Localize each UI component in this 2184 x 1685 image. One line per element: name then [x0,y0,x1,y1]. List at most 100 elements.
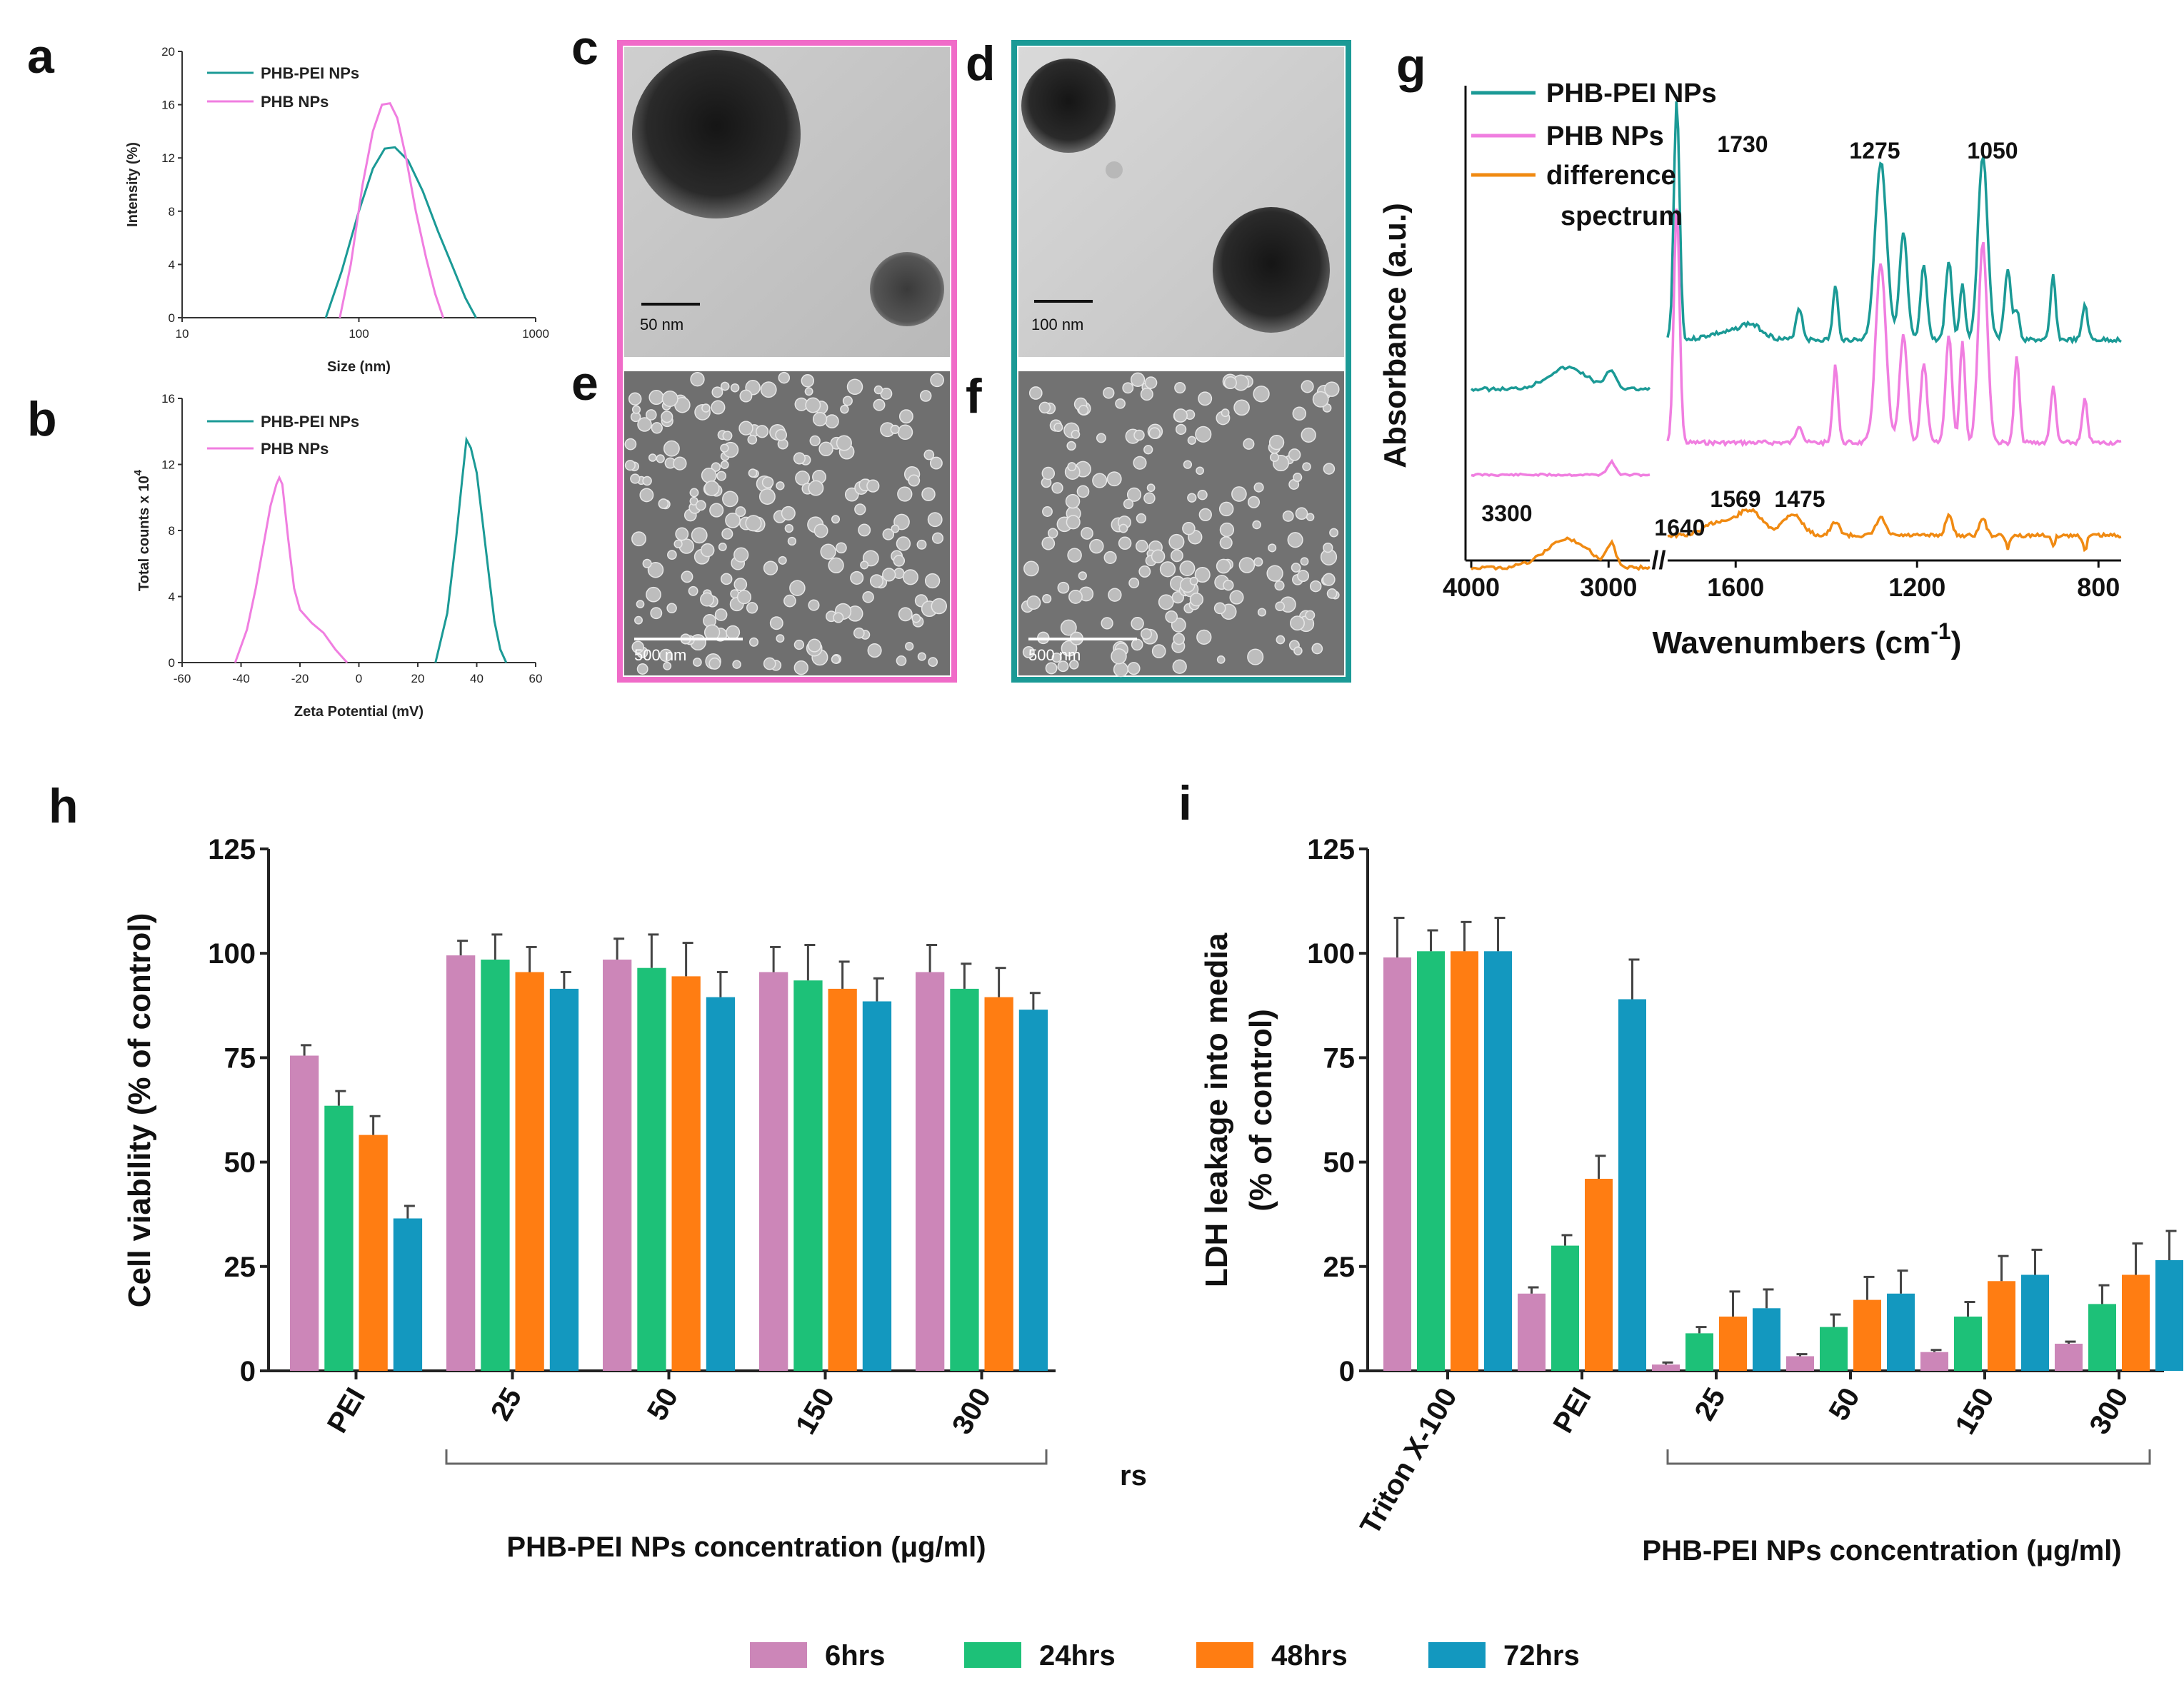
sem-particle [1247,648,1264,665]
i-y-axis-title-line1: LDH leakage into media [1199,932,1234,1287]
sem-particle [1023,560,1039,577]
g-peak-label: 1640 [1654,515,1705,540]
sem-particle [1057,660,1069,673]
sem-particle [722,431,733,441]
sem-particle [828,557,844,573]
b-y-tick-label: 0 [169,656,175,670]
sem-particle [818,441,833,457]
sem-particle [929,456,943,470]
sem-particle [812,411,828,427]
sem-particle [1131,638,1143,651]
g-peak-label: 1730 [1717,131,1768,157]
sem-particle [1197,490,1208,501]
bar-48hrs [671,976,701,1371]
bar-24hrs [2088,1304,2116,1371]
x-tick-label: 300 [946,1383,997,1440]
sem-particle [776,634,785,643]
nanoparticle-small-c [870,252,944,326]
x-tick-label: 150 [790,1383,841,1440]
sem-particle [1297,570,1310,583]
sem-particle [651,422,663,434]
sem-particle [1187,436,1196,445]
g-x-tick-label: 3000 [1580,573,1637,602]
sem-particle [688,585,698,596]
sem-particle [1274,580,1285,591]
bar-48hrs [828,988,857,1371]
sem-particle [795,471,811,486]
bar-48hrs [984,997,1013,1371]
x-tick-label: 25 [1688,1383,1731,1427]
sem-particle [1051,482,1063,494]
sem-particle [763,657,776,670]
sem-particle [805,397,821,413]
bar-72hrs [1618,999,1646,1371]
sem-particle [695,500,706,511]
sem-particle [736,590,752,605]
sem-particle [659,648,673,663]
b-x-tick-label: 60 [529,672,543,685]
y-tick-label: 25 [1323,1252,1356,1283]
g-x-axis-title: Wavenumbers (cm-1) [1653,618,1962,660]
sem-particle [1106,471,1122,487]
sem-particle [775,428,788,441]
b-x-tick-label: -60 [174,672,191,685]
y-tick-label: 0 [240,1356,256,1387]
sem-particle [1311,643,1323,655]
b-y-tick-label: 4 [169,590,175,604]
sem-particle [778,555,787,565]
sem-particle [854,503,866,515]
sem-particle [804,387,813,396]
sem-particle [1041,536,1056,550]
sem-particle [700,592,714,607]
micrograph-d-f-frame: 100 nm 500 nm [1011,40,1351,683]
sem-particle [1269,452,1280,463]
sem-particle [853,627,865,639]
sem-particle [1305,610,1316,620]
sem-particle [714,608,728,621]
sem-particle [1253,386,1270,403]
sem-particle [1238,557,1256,573]
b-x-tick-label: 40 [470,672,484,685]
bar-6hrs [1920,1352,1948,1371]
sem-particle [1126,487,1142,502]
sem-particle [631,640,644,654]
sem-particle [1187,493,1197,503]
sem-particle [1066,515,1081,530]
panel-a-size-distribution: 10 100 1000 0 4 8 12 16 20 Size (nm) Intensity (%)… [125,45,549,375]
sem-particle [1290,615,1305,631]
sem-particle [1068,589,1083,604]
sem-particle [1174,382,1186,394]
sem-particle [648,389,664,406]
y-tick-label: 125 [1307,834,1355,865]
sem-particle [820,543,836,560]
sem-particle [1127,662,1141,675]
sem-particle [809,435,821,447]
sem-particle [1282,510,1294,522]
sem-particle [1061,640,1078,657]
sem-particle [667,550,677,560]
sem-particle [1195,426,1212,443]
bar-24hrs [1954,1317,1982,1371]
g-peak-label: 3300 [1481,501,1532,526]
bar-24hrs [793,980,823,1371]
debris-d [1106,161,1123,178]
a-series-line-phb-pei [324,146,477,318]
sem-particle [1057,581,1070,594]
sem-particle [733,578,748,591]
sem-particle [1295,507,1308,520]
sem-particle [1146,483,1156,493]
sem-particle [624,460,636,471]
panel-label-b: b [27,392,57,446]
sem-particle [745,515,762,532]
sem-particle [1158,594,1174,610]
a-x-axis-title: Size (nm) [327,359,391,375]
sem-particle [1323,542,1333,553]
sem-particle [1189,593,1204,607]
sem-particle [711,386,723,398]
i-y-axis-title-line2: (% of control) [1243,1009,1278,1212]
sem-particle [691,527,708,544]
sem-particle [1268,543,1277,553]
sem-particle [1324,381,1340,397]
b-y-tick-label: 16 [161,392,175,406]
x-tick-label: PEI [321,1383,371,1439]
